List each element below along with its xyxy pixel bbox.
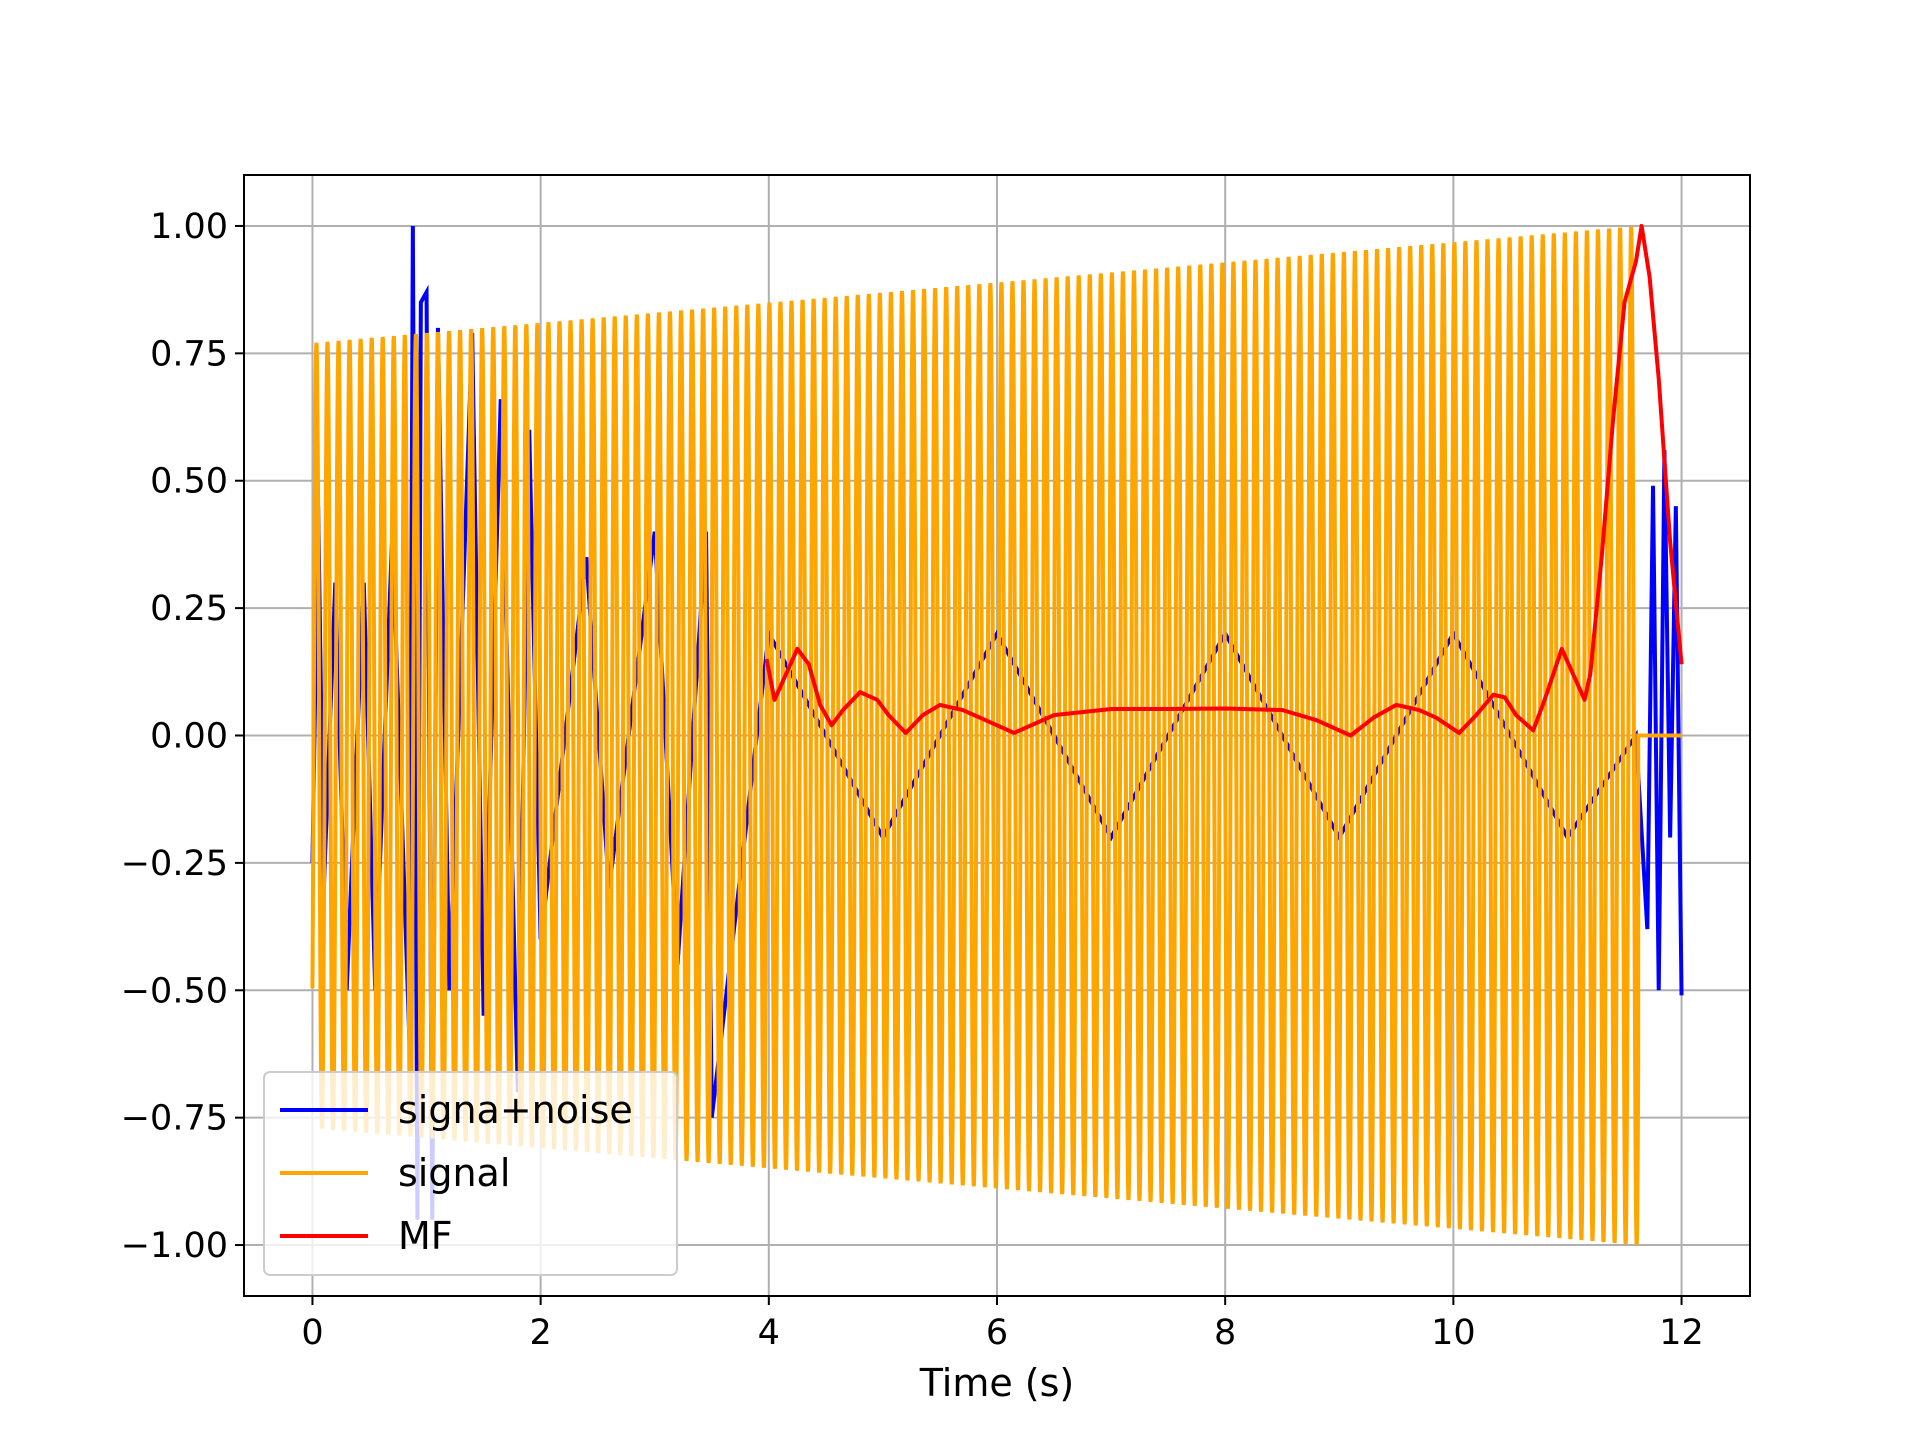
x-axis-label: Time (s) bbox=[919, 1361, 1075, 1405]
y-tick-label: 0.50 bbox=[150, 462, 228, 502]
series-mf-line bbox=[764, 223, 1684, 738]
y-tick-label: −0.25 bbox=[121, 844, 228, 884]
x-tick-label: 12 bbox=[1659, 1313, 1704, 1353]
y-tick-label: 0.25 bbox=[150, 589, 228, 629]
y-tick-label: 1.00 bbox=[150, 207, 228, 247]
y-tick-label: −1.00 bbox=[121, 1226, 228, 1266]
legend-label: signa+noise bbox=[398, 1088, 633, 1132]
x-tick-label: 0 bbox=[301, 1313, 323, 1353]
y-tick-label: 0.75 bbox=[150, 334, 228, 374]
legend-box bbox=[263, 1071, 678, 1276]
legend: signa+noise signal MF bbox=[263, 1071, 678, 1276]
x-tick-label: 8 bbox=[1214, 1313, 1236, 1353]
y-tick-label: −0.50 bbox=[121, 971, 228, 1011]
series-signal-line bbox=[310, 226, 1682, 1246]
x-tick-label: 4 bbox=[758, 1313, 780, 1353]
y-tick-label: 0.00 bbox=[150, 717, 228, 757]
legend-label: signal bbox=[398, 1151, 510, 1195]
series-layer bbox=[310, 223, 1684, 1246]
legend-label: MF bbox=[398, 1214, 453, 1258]
x-tick-label: 2 bbox=[529, 1313, 551, 1353]
y-tick-label: −0.75 bbox=[121, 1099, 228, 1139]
x-tick-label: 6 bbox=[986, 1313, 1008, 1353]
x-tick-label: 10 bbox=[1431, 1313, 1476, 1353]
axis-ticks: 0 2 4 6 8 10 12 1.00 0.75 0.50 0.25 0.00 −0.25 −0.50 −… bbox=[121, 207, 1704, 1353]
